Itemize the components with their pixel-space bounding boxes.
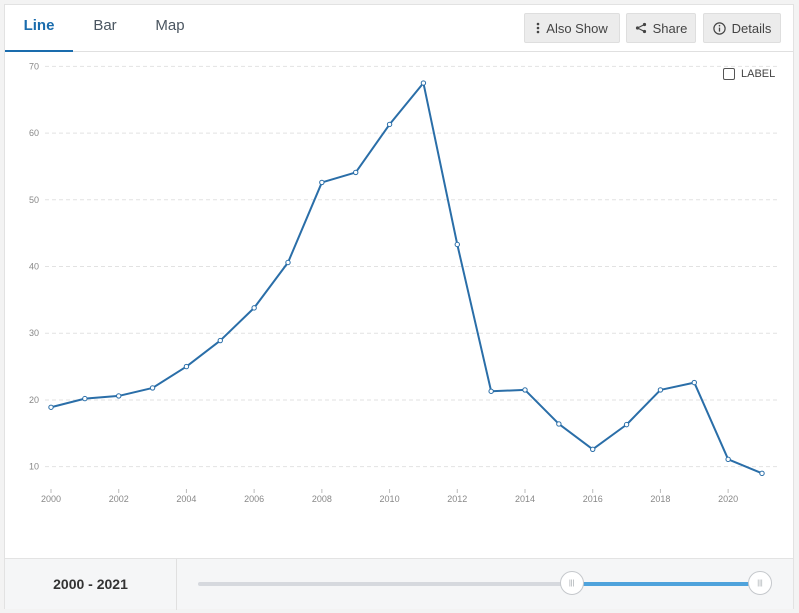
info-icon (712, 21, 726, 35)
y-tick-label: 20 (29, 395, 39, 405)
x-tick-label: 2020 (718, 494, 738, 504)
y-tick-label: 60 (29, 128, 39, 138)
data-point (149, 385, 156, 391)
range-end-handle[interactable]: ||| (748, 571, 772, 595)
range-slider-track[interactable] (198, 582, 760, 586)
x-tick-label: 2010 (380, 494, 400, 504)
tab-map[interactable]: Map (155, 17, 185, 34)
data-point (759, 470, 765, 477)
data-point (48, 404, 54, 410)
x-tick-label: 2000 (41, 494, 61, 504)
data-point (657, 387, 664, 393)
share-label: Share (652, 20, 688, 36)
also-show-label: Also Show (546, 20, 608, 36)
x-tick-label: 2014 (515, 494, 535, 504)
data-point (556, 421, 562, 427)
data-point (285, 259, 291, 266)
data-point (386, 121, 393, 128)
range-start-handle[interactable]: ||| (559, 571, 584, 595)
x-tick-label: 2016 (583, 494, 603, 504)
data-point (420, 80, 427, 86)
label-checkbox[interactable] (723, 68, 735, 80)
details-label: Details (731, 20, 772, 36)
tab-bar: Line Bar Map Also Show Share (5, 5, 793, 52)
data-point (116, 393, 122, 399)
tab-bar-chart[interactable]: Bar (93, 17, 117, 34)
y-tick-label: 10 (29, 462, 39, 472)
x-tick-label: 2004 (176, 494, 196, 504)
data-point (454, 241, 460, 248)
data-point (623, 421, 630, 428)
share-button[interactable]: Share (626, 13, 696, 43)
x-tick-label: 2002 (109, 494, 129, 504)
data-point (183, 363, 190, 370)
data-point (725, 456, 731, 463)
x-tick-label: 2006 (244, 494, 264, 504)
share-icon (635, 22, 647, 34)
line-chart: 10 20 30 40 50 60 70 2000 2002 2004 2006 2008 2010 20… (29, 61, 779, 504)
data-point (691, 379, 697, 386)
y-tick-label: 30 (29, 328, 39, 338)
x-tick-label: 2008 (312, 494, 332, 504)
grip-lines-icon: ||| (757, 579, 763, 587)
label-toggle-text: LABEL (741, 68, 776, 80)
data-point (82, 395, 88, 402)
y-tick-label: 50 (29, 195, 39, 205)
grip-lines-icon: ||| (568, 579, 575, 587)
tab-line[interactable]: Line (5, 5, 73, 52)
data-point (353, 169, 359, 176)
details-button[interactable]: Details (703, 13, 781, 43)
x-tick-label: 2012 (447, 494, 467, 504)
label-toggle[interactable]: LABEL (723, 67, 775, 81)
series-line (50, 82, 763, 475)
data-point (522, 387, 528, 393)
range-slider-fill (571, 582, 760, 586)
data-point (590, 446, 596, 453)
range-footer: 2000 - 2021 ||| ||| (5, 558, 793, 610)
data-point (319, 179, 325, 186)
data-point (251, 305, 257, 311)
chart-panel: Line Bar Map Also Show Share (4, 4, 794, 610)
data-point (217, 337, 223, 344)
data-point (488, 388, 494, 394)
x-tick-label: 2018 (650, 494, 670, 504)
vertical-dots-icon (536, 22, 540, 34)
y-tick-label: 70 (29, 61, 39, 71)
y-tick-label: 40 (29, 262, 39, 272)
also-show-button[interactable]: Also Show (524, 13, 620, 43)
range-label: 2000 - 2021 (5, 559, 177, 610)
